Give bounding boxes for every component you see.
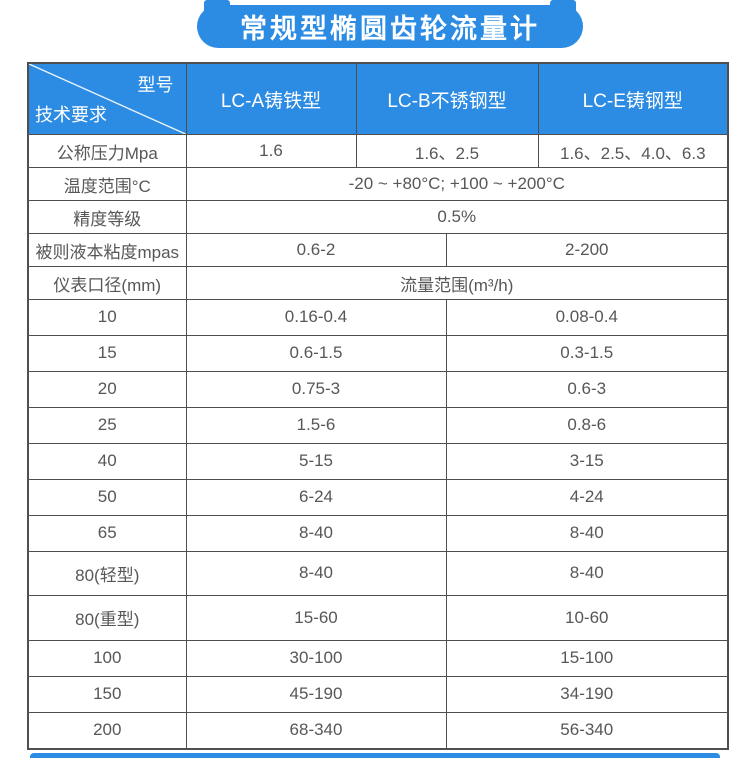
flow-range-a-cell: 8-40: [185, 550, 447, 597]
viscosity-row: 被则液本粘度mpas 0.6-2 2-200: [27, 233, 729, 267]
diameter-cell: 80(重型): [27, 595, 187, 641]
flow-row: 80(重型) 15-60 10-60: [27, 595, 729, 641]
temperature-value: -20 ~ +80°C; +100 ~ +200°C: [185, 167, 729, 201]
flow-row: 80(轻型) 8-40 8-40: [27, 550, 729, 597]
viscosity-right-value: 2-200: [445, 233, 729, 267]
spec-table: 型号 技术要求 LC-A铸铁型 LC-B不锈钢型 LC-E铸钢型 公称压力Mpa…: [27, 62, 730, 750]
diameter-cell: 15: [27, 334, 187, 372]
flow-row: 50 6-24 4-24: [27, 478, 729, 516]
flow-row: 65 8-40 8-40: [27, 514, 729, 552]
page-title: 常规型椭圆齿轮流量计: [197, 5, 583, 48]
flow-range-b-cell: 8-40: [445, 550, 729, 597]
flow-range-b-cell: 56-340: [445, 711, 729, 750]
flow-row: 25 1.5-6 0.8-6: [27, 406, 729, 444]
flow-row: 15 0.6-1.5 0.3-1.5: [27, 334, 729, 372]
flow-range-a-cell: 1.5-6: [185, 406, 447, 444]
model-header-lca: LC-A铸铁型: [185, 62, 357, 135]
flow-row: 10 0.16-0.4 0.08-0.4: [27, 299, 729, 336]
accuracy-value: 0.5%: [185, 200, 729, 234]
diameter-cell: 150: [27, 675, 187, 713]
flow-range-b-cell: 15-100: [445, 639, 729, 677]
model-header-lce: LC-E铸钢型: [537, 62, 729, 135]
accuracy-label: 精度等级: [27, 200, 187, 234]
corner-spec-label: 技术要求: [35, 105, 107, 125]
pressure-lce: 1.6、2.5、4.0、6.3: [537, 134, 729, 168]
accuracy-row: 精度等级 0.5%: [27, 200, 729, 234]
next-section-ribbon-edge: [30, 753, 720, 758]
diameter-cell: 20: [27, 370, 187, 408]
header-row: 型号 技术要求 LC-A铸铁型 LC-B不锈钢型 LC-E铸钢型: [27, 62, 729, 135]
diameter-cell: 100: [27, 639, 187, 677]
pressure-lcb: 1.6、2.5: [355, 134, 539, 168]
flow-range-a-cell: 8-40: [185, 514, 447, 552]
flow-range-a-cell: 30-100: [185, 639, 447, 677]
flow-range-header: 流量范围(m³/h): [185, 266, 729, 300]
corner-cell: 型号 技术要求: [27, 62, 187, 135]
model-header-lcb: LC-B不锈钢型: [355, 62, 539, 135]
diameter-cell: 80(轻型): [27, 550, 187, 597]
pressure-lca: 1.6: [185, 134, 357, 168]
flow-range-b-cell: 0.08-0.4: [445, 299, 729, 336]
viscosity-label: 被则液本粘度mpas: [27, 233, 187, 267]
pressure-label: 公称压力Mpa: [27, 134, 187, 168]
flow-range-b-cell: 8-40: [445, 514, 729, 552]
flow-row: 200 68-340 56-340: [27, 711, 729, 750]
diameter-header-label: 仪表口径(mm): [27, 266, 187, 300]
flow-range-b-cell: 3-15: [445, 442, 729, 480]
flow-row: 40 5-15 3-15: [27, 442, 729, 480]
temperature-row: 温度范围°C -20 ~ +80°C; +100 ~ +200°C: [27, 167, 729, 201]
diameter-cell: 50: [27, 478, 187, 516]
diameter-cell: 25: [27, 406, 187, 444]
diameter-header-row: 仪表口径(mm) 流量范围(m³/h): [27, 266, 729, 300]
flow-range-a-cell: 0.6-1.5: [185, 334, 447, 372]
flow-range-a-cell: 15-60: [185, 595, 447, 641]
flow-row: 20 0.75-3 0.6-3: [27, 370, 729, 408]
flow-range-a-cell: 0.16-0.4: [185, 299, 447, 336]
viscosity-left-value: 0.6-2: [185, 233, 447, 267]
diameter-cell: 65: [27, 514, 187, 552]
flow-range-a-cell: 6-24: [185, 478, 447, 516]
temperature-label: 温度范围°C: [27, 167, 187, 201]
flow-range-b-cell: 4-24: [445, 478, 729, 516]
corner-model-label: 型号: [137, 75, 174, 95]
flow-range-b-cell: 0.3-1.5: [445, 334, 729, 372]
flow-range-b-cell: 0.8-6: [445, 406, 729, 444]
diameter-cell: 200: [27, 711, 187, 750]
flow-row: 150 45-190 34-190: [27, 675, 729, 713]
flow-range-b-cell: 0.6-3: [445, 370, 729, 408]
flow-range-a-cell: 0.75-3: [185, 370, 447, 408]
flow-range-a-cell: 68-340: [185, 711, 447, 750]
flow-range-a-cell: 45-190: [185, 675, 447, 713]
flow-row: 100 30-100 15-100: [27, 639, 729, 677]
diameter-cell: 40: [27, 442, 187, 480]
diagonal-divider: [29, 64, 185, 134]
pressure-row: 公称压力Mpa 1.6 1.6、2.5 1.6、2.5、4.0、6.3: [27, 134, 729, 168]
diameter-cell: 10: [27, 299, 187, 336]
flow-range-a-cell: 5-15: [185, 442, 447, 480]
flow-range-b-cell: 34-190: [445, 675, 729, 713]
flow-range-b-cell: 10-60: [445, 595, 729, 641]
